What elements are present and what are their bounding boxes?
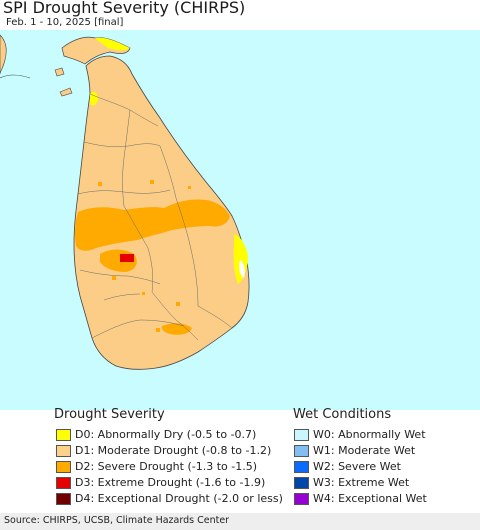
- swatch-w0: [294, 429, 309, 441]
- north-islet: [54, 67, 65, 77]
- d0-east-coast-white: [239, 260, 245, 278]
- swatch-w2: [294, 461, 309, 473]
- legend-label-w4: W4: Exceptional Wet: [313, 492, 427, 505]
- district-boundaries: [77, 93, 233, 341]
- wet-legend-title: Wet Conditions: [293, 407, 392, 422]
- d0-northwest-coast: [90, 92, 98, 106]
- swatch-d4: [56, 493, 71, 505]
- d2-southeast-patch: [161, 323, 192, 335]
- legend-label-d0: D0: Abnormally Dry (-0.5 to -0.7): [75, 428, 257, 441]
- title-block: SPI Drought Severity (CHIRPS) Feb. 1 - 1…: [3, 0, 477, 30]
- legend-label-w0: W0: Abnormally Wet: [313, 428, 426, 441]
- source-credit: Source: CHIRPS, UCSB, Climate Hazards Ce…: [4, 515, 230, 526]
- drought-legend-title: Drought Severity: [54, 407, 165, 422]
- map-panel: [0, 30, 480, 410]
- mannar-islet: [59, 87, 73, 97]
- legend-label-d1: D1: Moderate Drought (-0.8 to -1.2): [75, 444, 272, 457]
- d2-central-band: [74, 199, 231, 251]
- india-coast: [0, 34, 7, 75]
- map-title: SPI Drought Severity (CHIRPS): [3, 0, 246, 17]
- legend-label-w2: W2: Severe Wet: [313, 460, 401, 473]
- swatch-w3: [294, 477, 309, 489]
- d3-extreme-spot: [120, 254, 134, 262]
- scattered-dry-cells: [98, 180, 191, 332]
- legend-label-d4: D4: Exceptional Drought (-2.0 or less): [75, 492, 283, 505]
- jaffna-dry-area: [95, 37, 130, 51]
- swatch-d0: [56, 429, 71, 441]
- swatch-w4: [294, 493, 309, 505]
- legend: Drought Severity Wet Conditions D0: Abno…: [0, 405, 480, 513]
- map-subtitle: Feb. 1 - 10, 2025 [final]: [6, 17, 124, 28]
- india-coast-line: [0, 74, 31, 79]
- swatch-d3: [56, 477, 71, 489]
- ocean: [0, 30, 480, 410]
- legend-label-w3: W3: Extreme Wet: [313, 476, 410, 489]
- legend-label-d2: D2: Severe Drought (-1.3 to -1.5): [75, 460, 258, 473]
- swatch-d1: [56, 445, 71, 457]
- swatch-w1: [294, 445, 309, 457]
- swatch-d2: [56, 461, 71, 473]
- sri-lanka-map: [0, 30, 480, 410]
- legend-label-d3: D3: Extreme Drought (-1.6 to -1.9): [75, 476, 266, 489]
- legend-label-w1: W1: Moderate Wet: [313, 444, 416, 457]
- footer: Source: CHIRPS, UCSB, Climate Hazards Ce…: [0, 513, 480, 530]
